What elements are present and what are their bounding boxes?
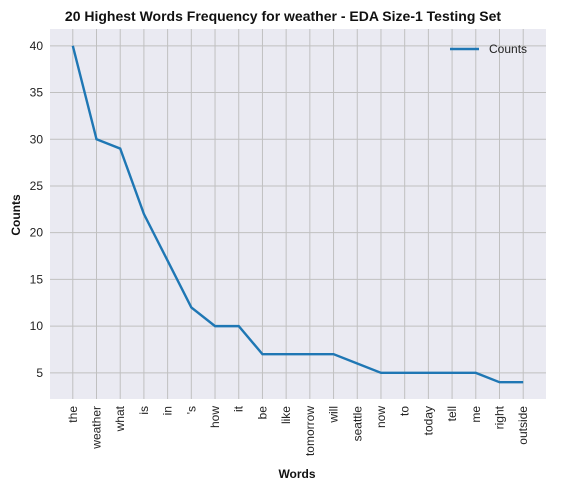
- x-tick-label: will: [327, 406, 341, 424]
- legend: Counts: [450, 42, 527, 56]
- x-tick-label: tomorrow: [303, 406, 317, 456]
- legend-label-counts: Counts: [489, 42, 527, 56]
- x-tick-label: me: [469, 406, 483, 423]
- x-tick-label: the: [66, 406, 80, 423]
- y-tick-label: 5: [36, 366, 43, 380]
- plot-area: [50, 29, 546, 399]
- series-line-counts: [71, 45, 524, 384]
- x-tick-label: be: [255, 406, 269, 420]
- x-tick-label: in: [161, 406, 175, 415]
- y-axis-label: Counts: [9, 194, 23, 236]
- grid-lines: [50, 29, 546, 399]
- x-tick-label: tell: [445, 406, 459, 421]
- y-tick-label: 25: [30, 179, 44, 193]
- x-tick-label: today: [421, 406, 435, 435]
- x-axis-label: Words: [278, 467, 315, 481]
- x-tick-label: like: [279, 406, 293, 424]
- y-tick-label: 10: [30, 319, 44, 333]
- x-tick-label: 's: [184, 406, 198, 414]
- y-tick-label: 15: [30, 272, 44, 286]
- x-tick-label: what: [113, 405, 127, 432]
- x-axis-ticks: the weather what is in 's how it be like tomorrow w…: [66, 405, 530, 456]
- x-tick-label: how: [208, 406, 222, 428]
- x-tick-label: seattle: [350, 406, 364, 442]
- x-tick-label: it: [232, 405, 246, 412]
- y-tick-label: 35: [30, 86, 44, 100]
- y-tick-label: 40: [30, 39, 44, 53]
- x-tick-label: to: [398, 406, 412, 416]
- x-tick-label: now: [374, 406, 388, 428]
- chart-title: 20 Highest Words Frequency for weather -…: [65, 8, 502, 24]
- x-tick-label: is: [137, 406, 151, 415]
- x-tick-label: outside: [516, 406, 530, 445]
- x-tick-label: weather: [90, 406, 104, 450]
- y-tick-label: 30: [30, 132, 44, 146]
- y-axis-ticks: 5 10 15 20 25 30 35 40: [30, 39, 44, 380]
- y-tick-label: 20: [30, 226, 44, 240]
- x-tick-label: right: [492, 405, 506, 429]
